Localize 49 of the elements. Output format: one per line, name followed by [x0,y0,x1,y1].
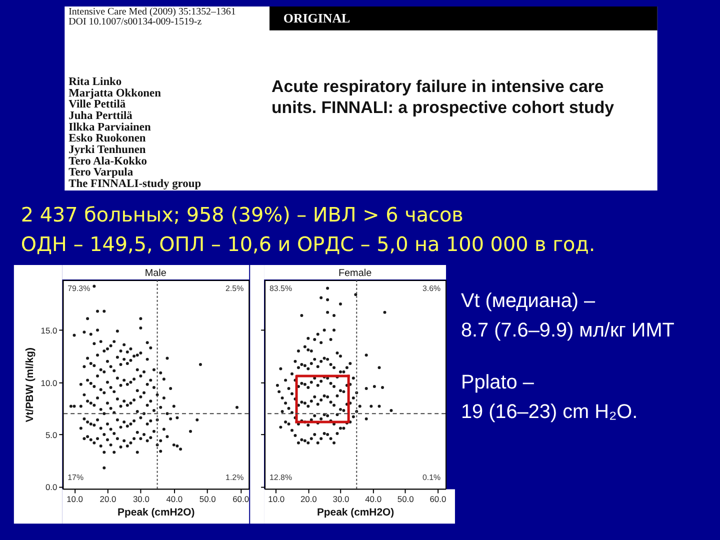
text: Ville Pettilä [68,98,126,111]
y-tick-label: 0.0 [45,482,58,492]
x-tick-label: 50.0 [199,494,216,504]
text: ORIGINAL [283,10,351,26]
y-tick-label: 5.0 [45,430,58,440]
annotation: 2.5% [226,284,244,293]
annotation: 79.3% [68,284,90,293]
annotation: 3.6% [422,284,441,293]
text: The FINNALI-study group [68,178,202,190]
annotation: 1.2% [226,472,244,482]
text: Esko Ruokonen [68,132,146,145]
x-tick-label: 30.0 [132,494,150,504]
x-tick-label: 30.0 [332,494,350,504]
text: Intensive Care Med (2009) 35:1352–1361 [68,6,236,18]
text: Acute respiratory failure in intensive care units. FINNALI: a prospective cohort study [271,76,615,117]
y-tick-label: 15.0 [40,326,58,336]
text: Ilkka Parviainen [68,121,152,134]
chart-title: Female [338,268,372,279]
x-tick-label: 40.0 [365,494,382,504]
y-axis-title: Vt/PBW (ml/kg) [24,347,36,422]
text: 8.7 (7.6–9.9) мл/кг ИМТ [460,320,674,342]
annotation: 83.5% [270,284,292,293]
x-tick-label: 60.0 [232,494,250,504]
text: 19 (16–23) cm H₂O. [460,401,638,424]
x-tick-label: 60.0 [430,494,446,504]
text: Pplato – [460,371,535,394]
x-tick-label: 20.0 [100,494,116,504]
text: Juha Perttilä [68,110,133,122]
text: 2 437 больных; 958 (39%) – ИВЛ > 6 часов [20,203,464,226]
x-tick-label: 10.0 [66,494,84,504]
annotation: 17% [68,472,84,482]
x-tick-label: 10.0 [268,494,285,504]
x-tick-label: 20.0 [300,494,318,504]
annotation: 12.8% [270,472,292,482]
text: ОДН – 149,5, ОПЛ – 10,6 и ОРДС – 5,0 на 100 000 в год. [20,233,596,256]
text: Vt (медиана) – [460,290,596,312]
text: Rita Linko [68,76,122,88]
text: DOI 10.1007/s00134-009-1519-z [68,16,202,28]
text: Tero Ala-Kokko [68,155,148,168]
chart-title: Male [144,268,167,279]
annotation: 0.1% [422,472,441,482]
text: Marjatta Okkonen [68,87,162,100]
x-tick-label: 40.0 [166,494,183,504]
x-tick-label: 50.0 [397,494,414,504]
y-tick-label: 10.0 [40,378,58,388]
text: Tero Varpula [68,166,134,179]
text: Jyrki Tenhunen [68,144,146,156]
x-axis-title: Ppeak (cmH2O) [118,508,195,519]
x-axis-title: Ppeak (cmH2O) [316,508,394,519]
